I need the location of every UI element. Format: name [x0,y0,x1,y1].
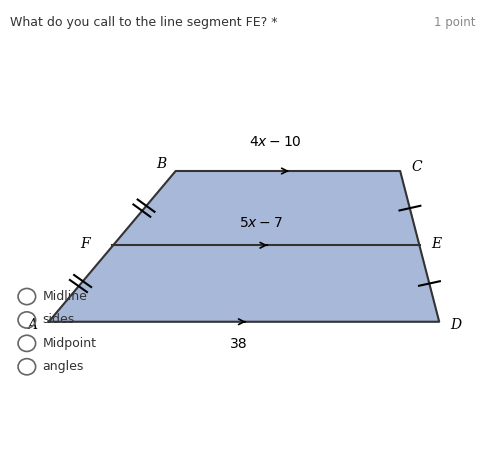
Text: Midpoint: Midpoint [42,337,97,350]
Text: F: F [81,237,90,251]
Text: sides: sides [42,314,75,326]
Text: A: A [27,318,37,332]
Text: What do you call to the line segment FE? *: What do you call to the line segment FE?… [10,16,277,29]
Text: D: D [451,318,462,332]
Text: angles: angles [42,360,84,373]
Text: B: B [156,157,166,171]
Text: Midline: Midline [42,290,87,303]
Text: 38: 38 [230,337,248,351]
Text: $5x - 7$: $5x - 7$ [239,216,283,230]
Text: E: E [432,237,442,251]
Text: 1 point: 1 point [434,16,476,29]
Text: $4x - 10$: $4x - 10$ [249,135,302,149]
Text: C: C [412,160,423,175]
Polygon shape [49,171,439,322]
